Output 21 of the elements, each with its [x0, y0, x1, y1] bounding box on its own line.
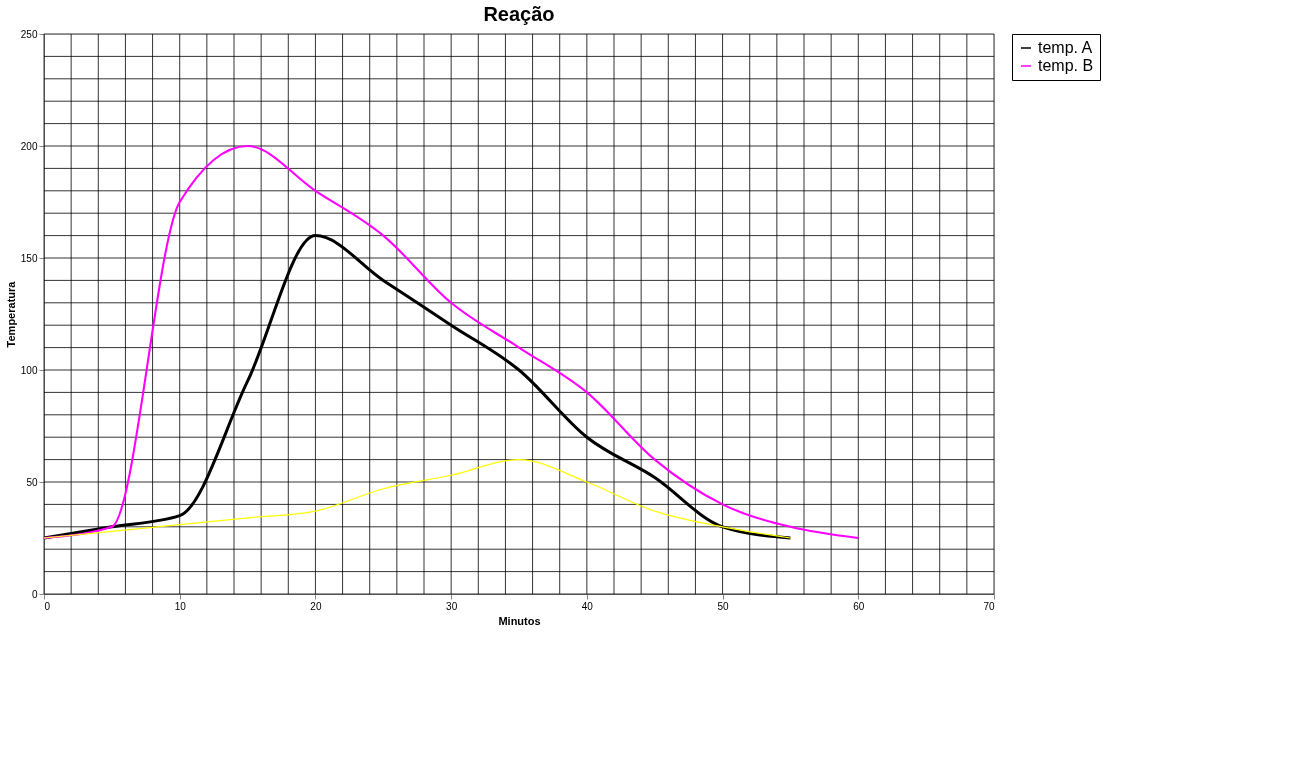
y-tick-label: 150: [20, 252, 38, 264]
x-tick-label: 0: [44, 600, 51, 612]
y-tick-label: 100: [20, 364, 38, 376]
x-tick-label: 60: [853, 600, 865, 612]
x-tick-label: 70: [983, 600, 995, 612]
legend-label: temp. A: [1038, 39, 1093, 56]
x-tick-label: 30: [446, 600, 458, 612]
line-series: [43, 459, 792, 539]
y-tick-label: 250: [20, 28, 38, 40]
y-tick-label: 200: [20, 140, 38, 152]
x-tick-label: 10: [174, 600, 187, 612]
y-tick-label: 50: [26, 476, 38, 488]
line-series: [42, 144, 860, 540]
x-tick-label: 20: [310, 600, 322, 612]
chart-title: Reação: [483, 3, 555, 25]
y-axis-title: Temperatura: [4, 280, 17, 348]
x-tick-label: 50: [717, 600, 730, 612]
x-axis-title: Minutos: [498, 614, 541, 627]
legend-label: temp. B: [1038, 57, 1094, 74]
y-tick-label: 0: [31, 588, 38, 600]
x-tick-label: 40: [581, 600, 594, 612]
